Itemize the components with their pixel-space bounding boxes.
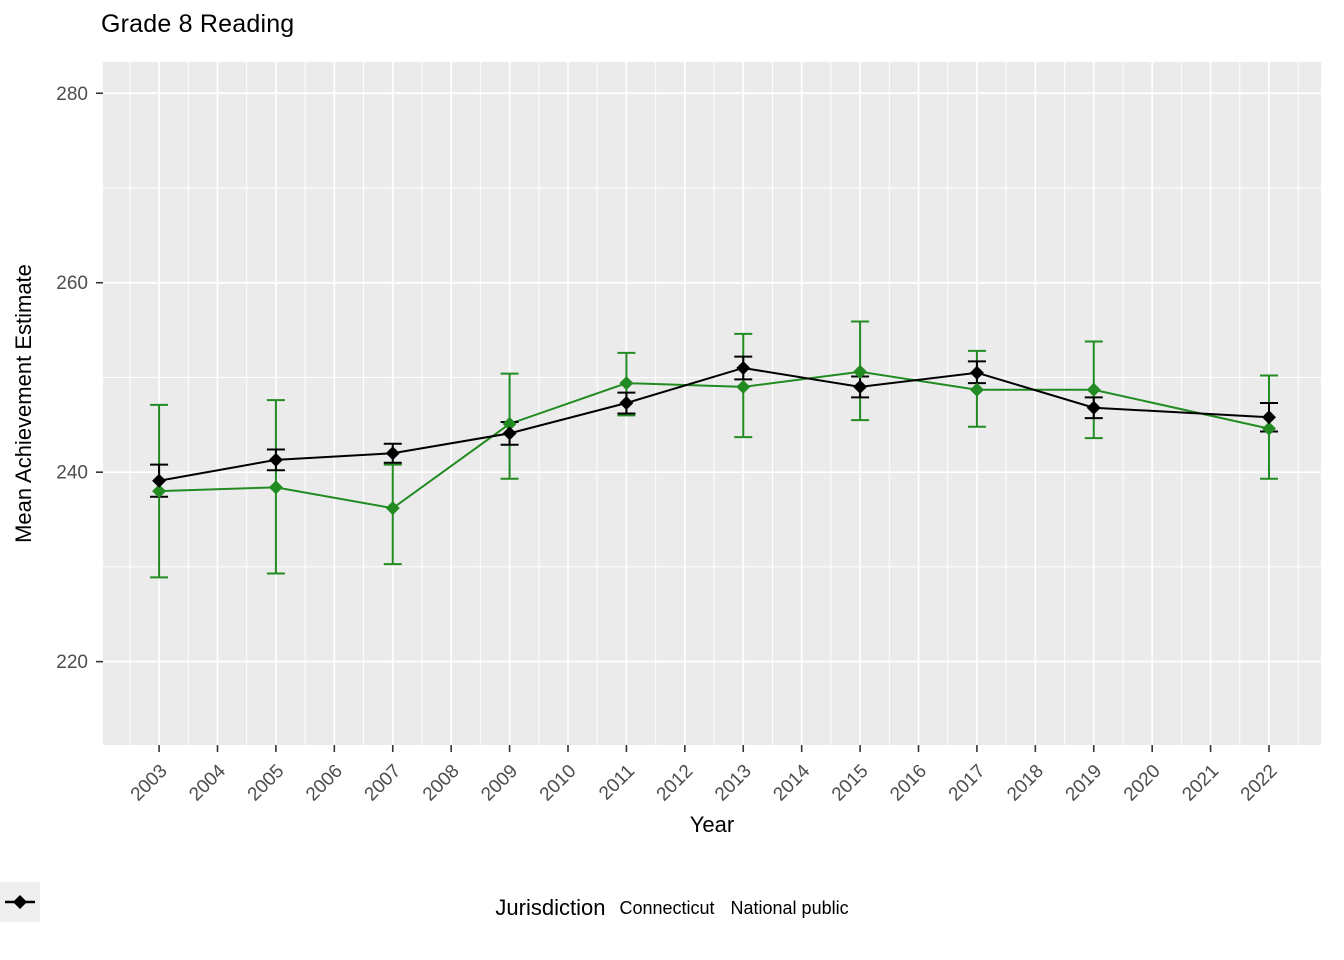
- data-point-national-public: [385, 446, 400, 461]
- data-point-connecticut: [1262, 421, 1277, 436]
- plot-panel: [103, 62, 1321, 745]
- data-point-national-public: [152, 473, 167, 488]
- x-tick-label: 2015: [828, 761, 873, 806]
- x-tick-label: 2012: [653, 761, 698, 806]
- data-point-national-public: [853, 379, 868, 394]
- x-axis-title: Year: [690, 812, 734, 837]
- legend-key-marker: [13, 895, 27, 909]
- legend-title: Jurisdiction: [495, 895, 606, 920]
- legend-item-label: Connecticut: [619, 897, 715, 918]
- data-point-connecticut: [619, 376, 634, 391]
- x-tick-label: 2017: [945, 761, 990, 806]
- gridlines-minor: [103, 62, 1321, 745]
- y-tick-label: 240: [56, 463, 88, 484]
- data-point-national-public: [1086, 400, 1101, 415]
- x-tick-label: 2008: [419, 761, 464, 806]
- data-point-national-public: [619, 396, 634, 411]
- data-point-national-public: [969, 365, 984, 380]
- x-tick-label: 2005: [244, 761, 289, 806]
- x-tick-label: 2006: [302, 761, 347, 806]
- data-point-connecticut: [853, 364, 868, 379]
- x-tick-label: 2010: [536, 761, 581, 806]
- legend: Jurisdiction Connecticut National public: [0, 882, 1344, 934]
- data-point-national-public: [1262, 410, 1277, 425]
- plot-area: 2003 2004 2005 2006 2007 2008 2009 2010 2011 2012…: [11, 62, 1321, 837]
- legend-key-icon: [0, 882, 40, 922]
- x-tick-label: 2021: [1178, 761, 1223, 806]
- y-tick-label: 220: [56, 652, 88, 673]
- data-point-connecticut: [385, 501, 400, 516]
- y-axis-title: Mean Achievement Estimate: [11, 264, 36, 543]
- legend-item-connecticut: Connecticut: [0, 882, 715, 922]
- chart-title: Grade 8 Reading: [101, 10, 295, 38]
- points-connecticut: [152, 364, 1277, 516]
- x-tick-label: 2004: [185, 760, 230, 805]
- legend-items: Connecticut National public: [0, 882, 849, 922]
- data-point-connecticut: [1086, 382, 1101, 397]
- x-tick-label: 2013: [711, 761, 756, 806]
- x-tick-label: 2011: [595, 761, 639, 805]
- points-national-public: [152, 360, 1277, 488]
- line-national-public: [158, 366, 1270, 482]
- x-tick-label: 2019: [1062, 761, 1107, 806]
- x-tick-label: 2009: [477, 761, 522, 806]
- data-point-connecticut: [268, 480, 283, 495]
- x-tick-label: 2014: [769, 760, 814, 805]
- data-point-connecticut: [969, 382, 984, 397]
- x-tick-label: 2018: [1003, 761, 1048, 806]
- legend-item-national-public: National public: [0, 882, 849, 922]
- x-tick-label: 2016: [886, 761, 931, 806]
- data-point-connecticut: [736, 379, 751, 394]
- data-point-connecticut: [502, 416, 517, 431]
- data-point-connecticut: [152, 484, 167, 499]
- x-tick-label: 2007: [361, 761, 406, 806]
- x-tick-label: 2003: [127, 761, 172, 806]
- data-point-national-public: [502, 426, 517, 441]
- y-tick-label: 260: [56, 273, 88, 294]
- data-point-national-public: [736, 360, 751, 375]
- axis-ticks: [96, 92, 1270, 752]
- y-tick-label: 280: [56, 84, 88, 105]
- x-tick-label: 2020: [1120, 761, 1165, 806]
- data-point-national-public: [268, 452, 283, 467]
- legend-item-label: National public: [730, 897, 849, 918]
- x-tick-label: 2022: [1237, 761, 1282, 806]
- gridlines-major: [103, 62, 1321, 745]
